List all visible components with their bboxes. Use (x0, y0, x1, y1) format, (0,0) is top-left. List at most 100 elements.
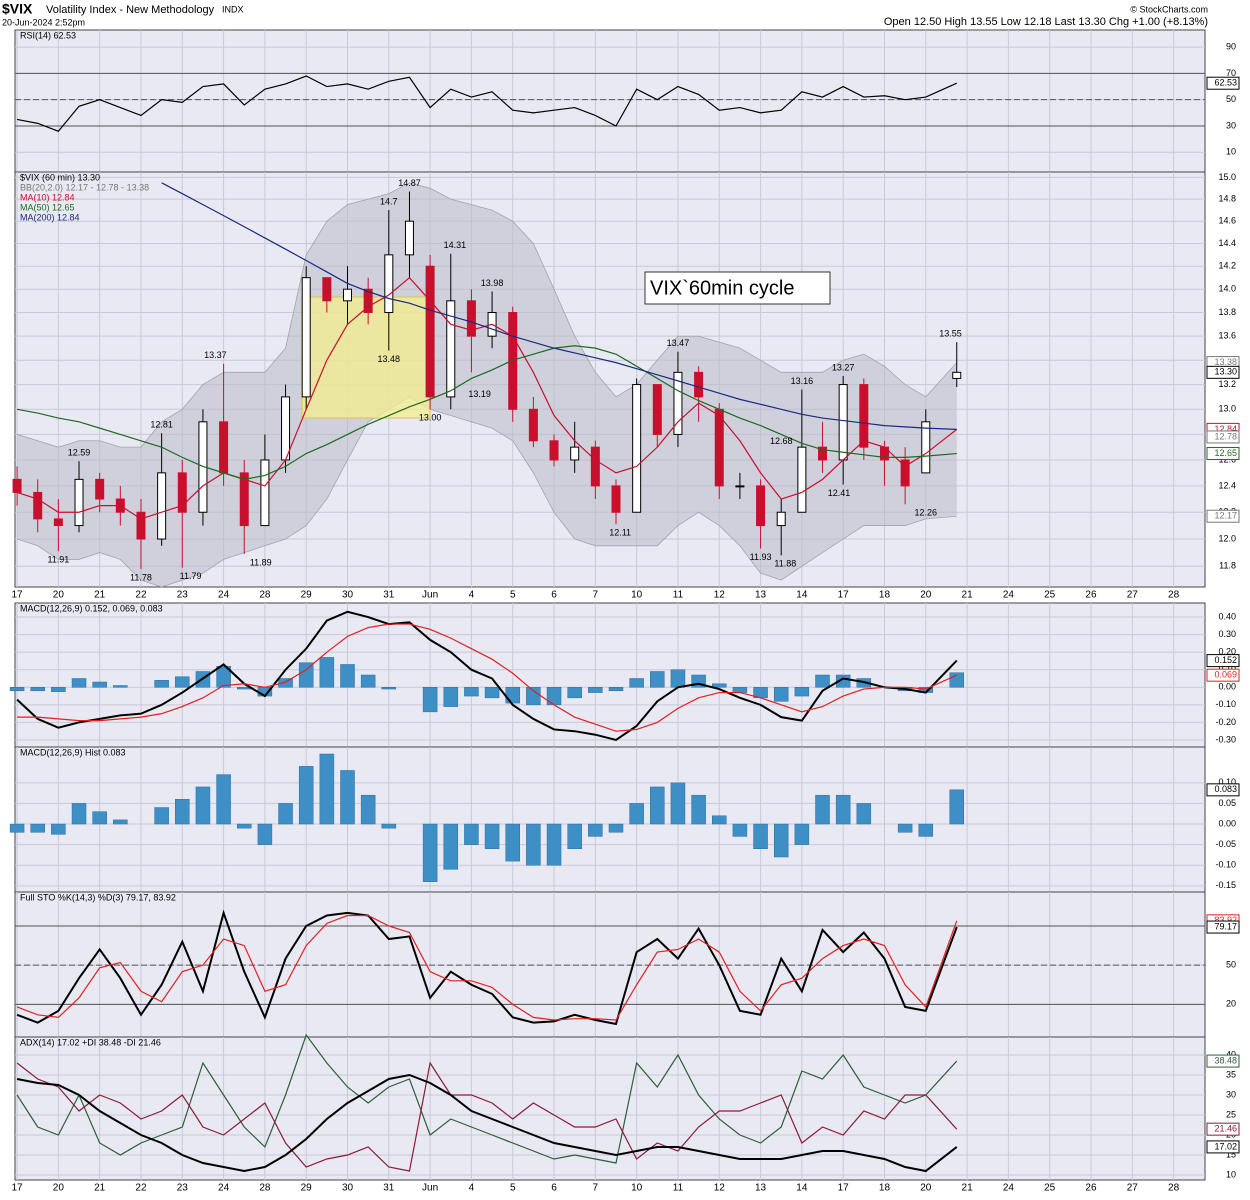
price-annotation: 12.68 (770, 436, 793, 446)
x-tick-label: 21 (94, 590, 106, 601)
histogram-bar (319, 753, 335, 825)
value-tag (1206, 430, 1240, 444)
x-tick-label: 25 (1044, 590, 1056, 601)
legend-entry: RSI(14) 62.53 (20, 30, 76, 40)
y-tick-label: -0.10 (1215, 860, 1236, 870)
x-tick-label: 10 (631, 590, 643, 601)
candle-body (301, 277, 311, 398)
value-tag (1206, 668, 1240, 682)
x-tick-label: 22 (135, 1183, 147, 1194)
x-tick-label: 18 (879, 590, 891, 601)
value-tag-label: 0.069 (1214, 670, 1237, 680)
histogram-bar (360, 794, 376, 825)
series-line (16, 610, 958, 742)
y-tick-label: 14.0 (1218, 284, 1236, 294)
candle-body (281, 396, 291, 461)
price-annotation: 11.79 (180, 571, 202, 581)
histogram-bar (298, 662, 314, 688)
value-tag-label: 12.84 (1214, 424, 1237, 434)
date: 20-Jun-2024 2:52pm (2, 17, 85, 27)
histogram-bar (691, 794, 706, 825)
panel-background (14, 1036, 1206, 1181)
quote: Open 12.50 High 13.55 Low 12.18 Last 13.… (884, 16, 1208, 28)
y-tick-label: 20 (1226, 999, 1236, 1009)
x-tick-label: 5 (510, 590, 516, 601)
price-annotation: 13.00 (419, 413, 442, 423)
histogram-bar (319, 657, 335, 688)
histogram-bar (608, 823, 624, 833)
x-tick-label: 12 (714, 590, 726, 601)
series-line (16, 1033, 958, 1164)
candle-body (694, 371, 704, 398)
price-annotation: 11.91 (47, 555, 69, 565)
x-tick-label: 31 (383, 590, 395, 601)
candle-body (735, 485, 745, 488)
y-tick-label: 90 (1226, 41, 1236, 51)
price-annotation: 11.89 (250, 557, 272, 567)
histogram-bar (629, 803, 644, 825)
value-tag-label: 12.17 (1214, 511, 1237, 521)
candle-body (343, 288, 353, 302)
y-tick-label: -0.10 (1215, 699, 1236, 709)
price-annotation: 11.78 (130, 572, 152, 582)
x-tick-label: 23 (177, 590, 189, 601)
histogram-bar (422, 687, 438, 713)
y-tick-label: 13.8 (1218, 307, 1236, 317)
x-tick-label: 11 (673, 590, 684, 601)
x-tick-label: 24 (1003, 1183, 1015, 1194)
symbol: $VIX (2, 1, 33, 17)
histogram-bar (588, 687, 603, 693)
x-tick-label: 13 (755, 590, 767, 601)
histogram-bar (92, 811, 107, 825)
value-tag (1206, 509, 1240, 523)
histogram-bar (9, 687, 25, 692)
candle-body (921, 421, 931, 474)
histogram-bar (794, 687, 810, 697)
copyright: © StockCharts.com (1130, 4, 1208, 14)
value-tag (1206, 1054, 1240, 1068)
histogram-bar (484, 823, 500, 849)
histogram-bar (443, 823, 459, 870)
histogram-bar (278, 803, 293, 825)
histogram-bar (608, 687, 624, 692)
price-annotation: 13.55 (939, 329, 962, 339)
candle-body (219, 421, 229, 474)
y-tick-label: -0.15 (1215, 880, 1236, 890)
value-tag-label: 13.38 (1214, 357, 1237, 367)
x-tick-label: 11 (673, 1183, 684, 1194)
x-tick-label: 24 (218, 590, 230, 601)
histogram-bar (51, 823, 66, 835)
x-tick-label: 12 (714, 1183, 726, 1194)
candle-body (611, 485, 621, 513)
candle-body (714, 408, 724, 487)
candle-body (818, 446, 828, 461)
y-tick-label: 50 (1226, 94, 1236, 104)
histogram-bar (443, 687, 459, 707)
x-tick-label: 20 (920, 590, 932, 601)
legend-entry: ADX(14) 17.02 +DI 38.48 -DI 21.46 (20, 1037, 161, 1047)
candle-body (384, 254, 394, 314)
x-tick-label: 23 (177, 1183, 189, 1194)
histogram-bar (670, 669, 686, 688)
x-tick-label: 13 (755, 1183, 767, 1194)
x-tick-label: 26 (1085, 1183, 1097, 1194)
panel-background (14, 602, 1206, 748)
histogram-bar (712, 815, 727, 825)
histogram-bar (51, 687, 66, 692)
x-tick-label: 17 (12, 1183, 24, 1194)
value-tag-label: 83.92 (1214, 915, 1237, 925)
y-tick-label: 0.05 (1218, 798, 1236, 808)
candle-body (425, 265, 435, 398)
series-line (16, 75, 958, 132)
band-lower (16, 396, 957, 588)
panel-background (14, 891, 1206, 1038)
x-tick-label: Jun (422, 1183, 438, 1194)
histogram-bar (9, 823, 25, 833)
y-tick-label: 0.30 (1218, 629, 1236, 639)
histogram-bar (897, 823, 913, 833)
histogram-bar (422, 823, 438, 882)
histogram-bar (567, 687, 582, 699)
price-annotation: 14.7 (380, 197, 398, 207)
histogram-bar (154, 680, 169, 688)
value-tag-label: 12.78 (1214, 431, 1237, 441)
